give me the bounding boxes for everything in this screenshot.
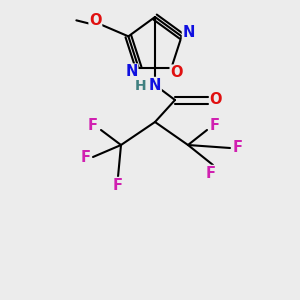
Text: F: F <box>88 118 98 133</box>
Text: H: H <box>135 79 147 93</box>
Text: F: F <box>81 149 91 164</box>
Text: N: N <box>125 64 138 79</box>
Text: N: N <box>149 77 161 92</box>
Text: O: O <box>170 65 183 80</box>
Text: N: N <box>182 25 195 40</box>
Text: F: F <box>210 118 220 134</box>
Text: O: O <box>89 13 102 28</box>
Text: F: F <box>233 140 243 155</box>
Text: O: O <box>210 92 222 107</box>
Text: F: F <box>113 178 123 193</box>
Text: F: F <box>206 166 216 181</box>
